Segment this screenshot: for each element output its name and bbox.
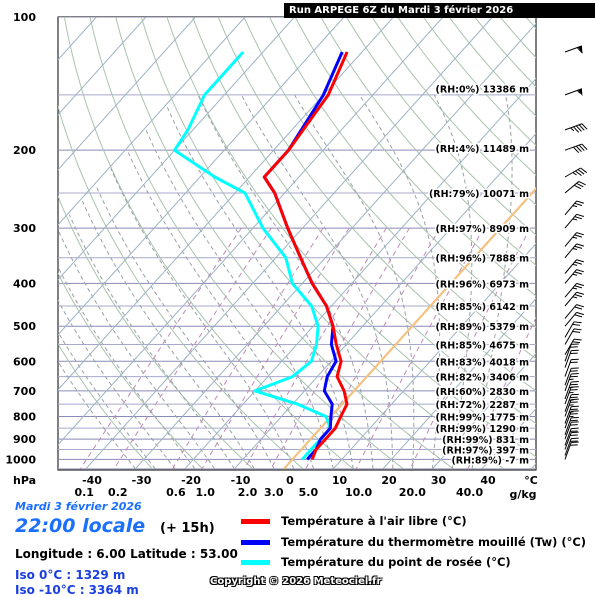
- wind-barb: [565, 46, 584, 59]
- pressure-tick-label: 300: [13, 222, 36, 235]
- iso10-text: Iso -10°C : 3364 m: [15, 583, 139, 597]
- copyright-text: Copyright © 2026 Meteociel.fr: [210, 576, 381, 587]
- mixing-ratio-tick-label: 0.6: [166, 486, 186, 499]
- legend-label: Température à l'air libre (°C): [281, 514, 467, 528]
- level-label: (RH:89%) 5379 m: [436, 322, 530, 333]
- mixing-ratio-tick-label: 40.0: [456, 486, 483, 499]
- temperature-tick-label: -30: [132, 474, 152, 487]
- legend-label: Température du point de rosée (°C): [281, 555, 511, 569]
- wind-barb: [565, 310, 584, 331]
- level-label: (RH:60%) 2830 m: [436, 387, 530, 398]
- pressure-tick-label: 1000: [5, 453, 36, 466]
- chart-title: Run ARPEGE 6Z du Mardi 3 février 2026: [284, 3, 595, 18]
- level-label: (RH:99%) 831 m: [442, 435, 529, 446]
- level-label: (RH:0%) 13386 m: [436, 84, 530, 95]
- level-label: (RH:99%) 1290 m: [436, 424, 530, 435]
- pressure-unit-label: hPa: [13, 474, 36, 487]
- wind-barb: [565, 143, 587, 157]
- pressure-tick-label: 700: [13, 385, 36, 398]
- mixing-ratio-tick-label: 5.0: [299, 486, 319, 499]
- legend-swatch-red: [241, 519, 270, 524]
- mixing-ratio-tick-label: 0.1: [74, 486, 94, 499]
- legend-label: Température du thermomètre mouillé (Tw) …: [281, 535, 586, 549]
- wind-barb: [565, 212, 584, 233]
- wind-barb: [565, 123, 587, 137]
- temperature-tick-label: 20: [381, 474, 397, 487]
- wind-barb: [565, 342, 579, 364]
- temperature-tick-label: 30: [431, 474, 447, 487]
- pressure-tick-label: 400: [13, 277, 36, 290]
- pressure-tick-label: 200: [13, 144, 36, 157]
- dry-adiabat-line: [552, 17, 595, 469]
- legend-swatch-cyan: [241, 560, 270, 565]
- mixing-ratio-tick-label: 0.2: [108, 486, 128, 499]
- level-label: (RH:82%) 3406 m: [436, 373, 530, 384]
- level-label: (RH:96%) 6973 m: [436, 279, 530, 290]
- level-label: (RH:97%) 8909 m: [436, 224, 530, 235]
- mixing-ratio-tick-label: 2.0: [238, 486, 258, 499]
- wind-barb: [565, 302, 584, 323]
- pressure-tick-label: 100: [13, 11, 36, 24]
- level-label: (RH:96%) 7888 m: [436, 254, 530, 265]
- level-label: (RH:89%) -7 m: [451, 455, 529, 466]
- level-label: (RH:83%) 4018 m: [436, 357, 530, 368]
- level-label: (RH:85%) 6142 m: [436, 302, 530, 313]
- mixing-ratio-tick-label: 10.0: [345, 486, 372, 499]
- mixing-ratio-tick-label: 1.0: [195, 486, 215, 499]
- iso0-text: Iso 0°C : 1329 m: [15, 568, 125, 582]
- temperature-unit-label: °C: [524, 474, 538, 487]
- time-text: 22:00 locale: [15, 515, 145, 537]
- dry-adiabat-line: [577, 17, 595, 469]
- pressure-tick-label: 600: [13, 355, 36, 368]
- legend-item-dewpoint: Température du point de rosée (°C): [241, 555, 511, 569]
- wind-barb: [565, 242, 584, 263]
- forecast-horizon: (+ 15h): [160, 521, 215, 536]
- date-text: Mardi 3 février 2026: [15, 500, 142, 513]
- pressure-tick-label: 800: [13, 411, 36, 424]
- legend-item-temperature: Température à l'air libre (°C): [241, 514, 467, 528]
- mixing-ratio-unit-label: g/kg: [509, 488, 536, 501]
- coordinates-text: Longitude : 6.00 Latitude : 53.00: [15, 547, 238, 561]
- level-label: (RH:72%) 2287 m: [436, 400, 530, 411]
- wind-barb: [565, 167, 587, 184]
- mixing-ratio-tick-label: 3.0: [264, 486, 284, 499]
- level-label: (RH:85%) 4675 m: [436, 341, 530, 352]
- legend-item-wet-bulb: Température du thermomètre mouillé (Tw) …: [241, 535, 586, 549]
- wind-barb: [565, 180, 586, 199]
- wind-barb: [565, 89, 584, 102]
- temperature-tick-label: 0: [286, 474, 294, 487]
- isotherm-line: [0, 17, 47, 469]
- mixing-ratio-tick-label: 20.0: [399, 486, 426, 499]
- level-label: (RH:4%) 11489 m: [436, 144, 530, 155]
- wind-barb: [565, 281, 584, 302]
- pressure-tick-label: 500: [13, 320, 36, 333]
- pressure-tick-label: 900: [13, 433, 36, 446]
- level-label: (RH:99%) 1775 m: [436, 413, 530, 424]
- legend-swatch-blue: [241, 540, 270, 545]
- level-label: (RH:79%) 10071 m: [429, 189, 529, 200]
- isotherm-line: [531, 17, 595, 469]
